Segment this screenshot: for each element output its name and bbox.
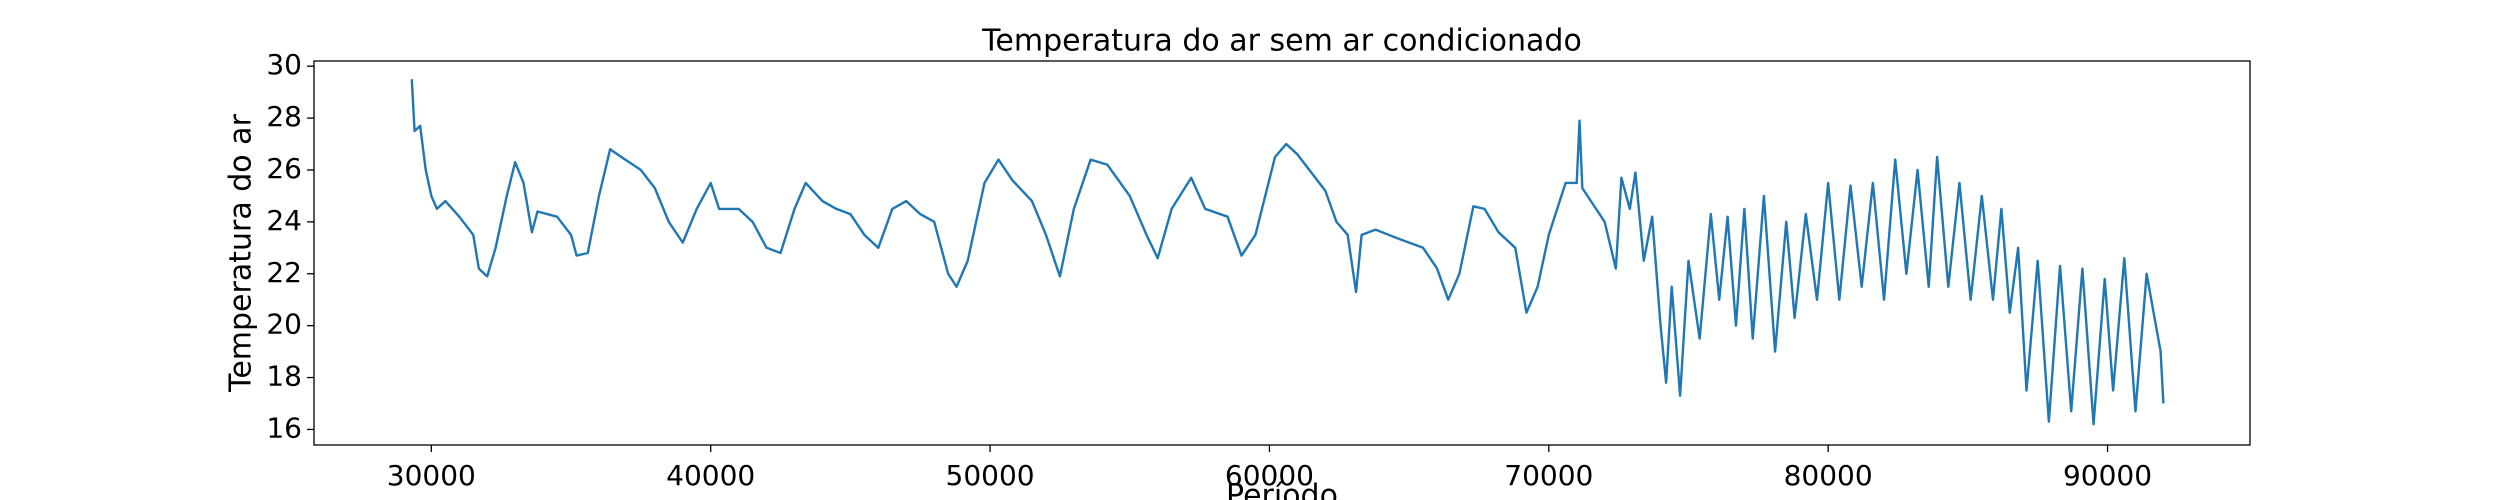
y-tick-label: 28 bbox=[266, 100, 302, 133]
x-tick-label: 30000 bbox=[387, 459, 476, 492]
data-line bbox=[410, 79, 2165, 426]
x-tick-label: 80000 bbox=[1784, 459, 1873, 492]
x-tick-label: 90000 bbox=[2063, 459, 2152, 492]
x-axis-label: Período bbox=[1226, 479, 1338, 500]
plot-frame bbox=[313, 60, 2251, 446]
y-axis-label: Temperatura do ar bbox=[224, 113, 259, 392]
y-tick-label: 30 bbox=[266, 48, 302, 81]
y-tick-label: 18 bbox=[266, 360, 302, 393]
y-tick-label: 26 bbox=[266, 152, 302, 185]
x-tick-label: 60000 bbox=[1225, 459, 1314, 492]
x-tick-label: 40000 bbox=[666, 459, 755, 492]
y-tick-label: 16 bbox=[266, 411, 302, 444]
x-tick-label: 70000 bbox=[1504, 459, 1593, 492]
y-tick-label: 20 bbox=[266, 308, 302, 341]
chart-title: Temperatura do ar sem ar condicionado bbox=[981, 24, 1582, 59]
y-tick-label: 22 bbox=[266, 256, 302, 289]
x-tick-label: 50000 bbox=[946, 459, 1035, 492]
y-tick-label: 24 bbox=[266, 204, 302, 237]
